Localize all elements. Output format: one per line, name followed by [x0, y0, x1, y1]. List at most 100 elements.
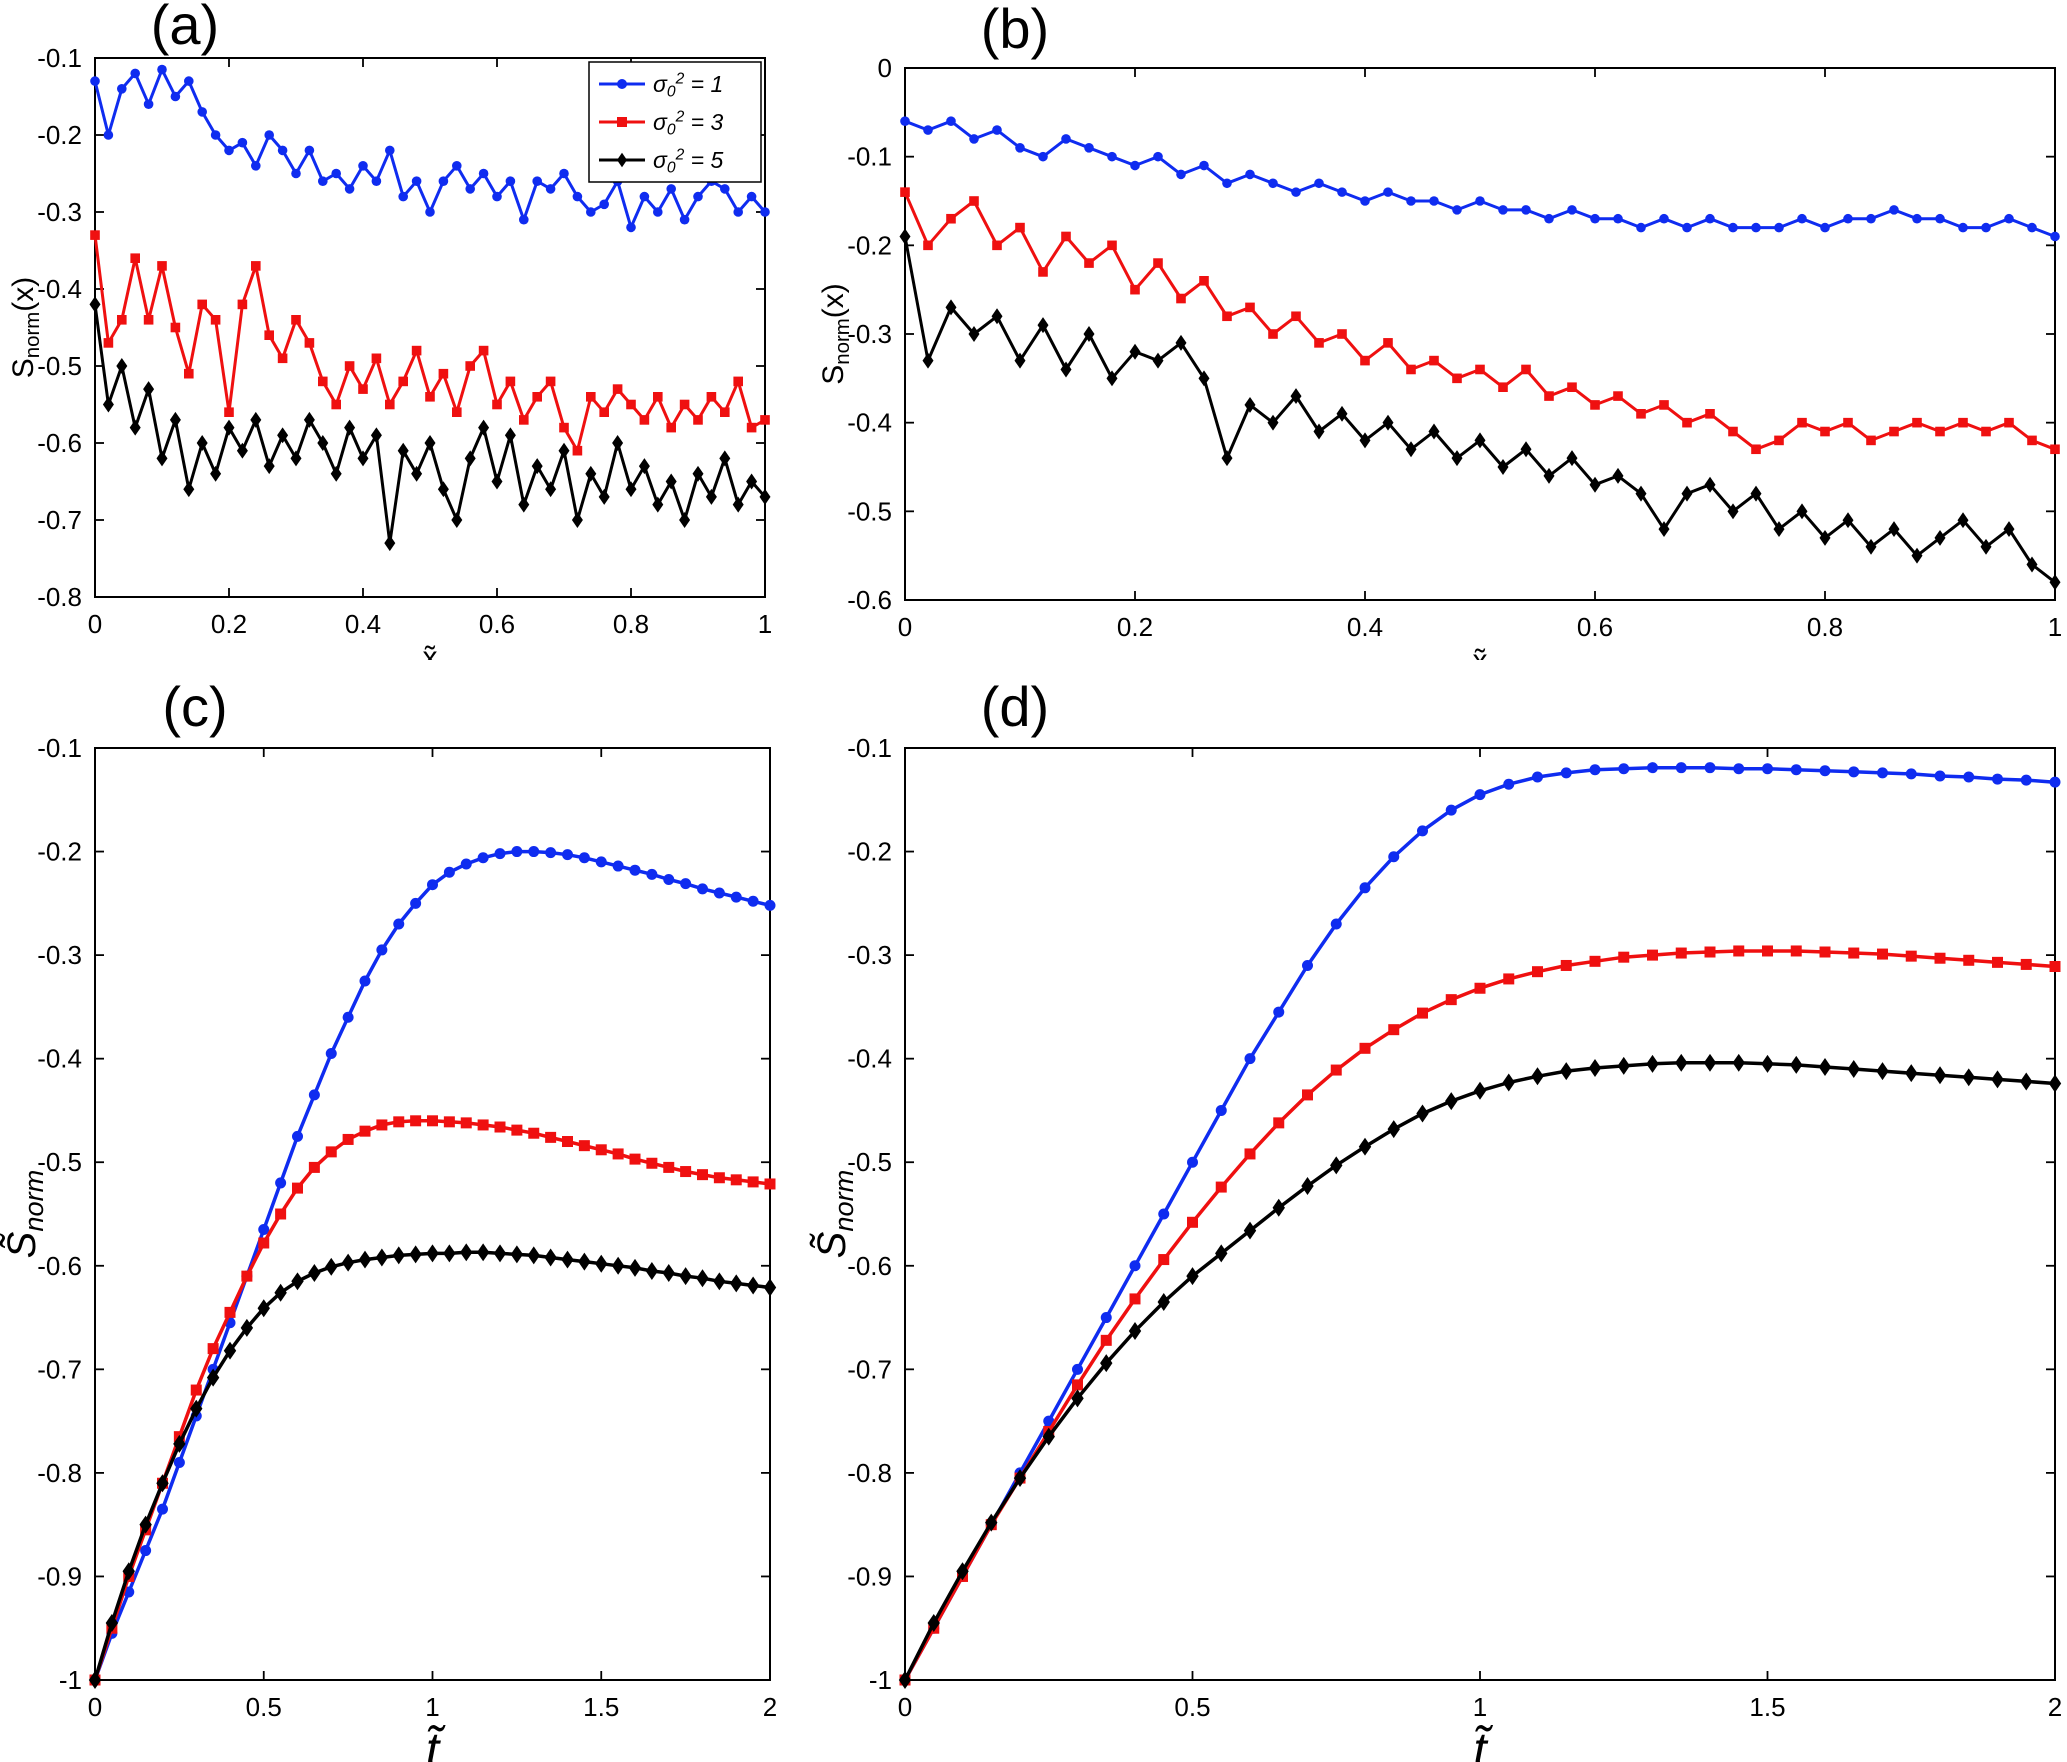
axes: 0 0.5 1 1.5 2 -1 -0.9 -0.8 -0.7 -0.6 -0.5 -0.4 -0.3 -…	[847, 733, 2062, 1722]
series-circle	[900, 116, 2060, 242]
axes: 0 0.2 0.4 0.6 0.8 1 -0.6 -0.5 -0.4 -0.3 -0.2 -0.1 0	[847, 53, 2062, 642]
y-tick-label: -0.6	[37, 1251, 82, 1281]
series-circle	[90, 64, 770, 233]
x-tick-label: 0	[88, 609, 102, 639]
panel-c-chart: 0 0.5 1 1.5 2 -1 -0.9 -0.8 -0.7 -0.6 -0.5 -0.4 -0.3 -…	[0, 675, 777, 1762]
y-tick-label: -0.4	[37, 274, 82, 304]
plot-box	[904, 67, 2056, 601]
series-square	[900, 187, 2060, 455]
y-tick-label: -0.6	[847, 585, 892, 615]
axes: 0 0.2 0.4 0.6 0.8 1 -0.8 -0.7 -0.6 -0.5 -0.4 -0.3 -0…	[37, 43, 772, 639]
x-tick-label: 1	[1473, 1692, 1487, 1722]
legend: σ02 = 1 σ02 = 3 σ02 = 5	[588, 61, 762, 183]
y-tick-label: -0.3	[847, 940, 892, 970]
y-axis-label: Snorm(x)	[817, 283, 854, 384]
y-tick-label: -0.2	[37, 837, 82, 867]
x-tick-label: 0.2	[1117, 612, 1153, 642]
y-tick-label: -0.5	[847, 1147, 892, 1177]
panel-title: (a)	[151, 0, 219, 56]
x-tick-label: 0.2	[211, 609, 247, 639]
x-axis-label: x̃	[1473, 644, 1488, 660]
y-tick-label: -0.5	[37, 1147, 82, 1177]
x-tick-label: 0	[898, 1692, 912, 1722]
y-tick-label: -0.8	[37, 582, 82, 612]
x-tick-label: 0.8	[613, 609, 649, 639]
legend-item: σ02 = 5	[599, 146, 723, 177]
y-tick-label: -0.5	[847, 496, 892, 526]
y-tick-label: -0.3	[847, 319, 892, 349]
plot-box	[94, 747, 771, 1681]
y-axis-label: Snorm(x)	[7, 277, 44, 378]
y-tick-label: -0.3	[37, 197, 82, 227]
series-square	[89, 1115, 776, 1686]
x-tick-label: 1.5	[583, 1692, 619, 1722]
y-tick-label: -0.1	[37, 733, 82, 763]
x-axis-label: t̃	[1473, 1724, 1493, 1762]
y-tick-label: -0.1	[37, 43, 82, 73]
y-tick-label: 0	[878, 53, 892, 83]
y-tick-label: -0.7	[37, 1354, 82, 1384]
legend-item: σ02 = 1	[599, 70, 723, 101]
y-tick-label: -0.4	[847, 408, 892, 438]
y-tick-label: -0.9	[847, 1561, 892, 1591]
y-tick-label: -0.2	[37, 120, 82, 150]
x-tick-label: 0.5	[246, 1692, 282, 1722]
y-tick-label: -0.2	[847, 230, 892, 260]
x-tick-label: 2	[2048, 1692, 2062, 1722]
y-tick-label: -0.5	[37, 351, 82, 381]
y-tick-label: -0.1	[847, 142, 892, 172]
x-tick-label: 0.6	[1577, 612, 1613, 642]
panel-d-chart: 0 0.5 1 1.5 2 -1 -0.9 -0.8 -0.7 -0.6 -0.5 -0.4 -0.3 -…	[809, 675, 2062, 1762]
y-tick-label: -0.1	[847, 733, 892, 763]
panel-a-chart: 0 0.2 0.4 0.6 0.8 1 -0.8 -0.7 -0.6 -0.5 -0.4 -0.3 -0…	[7, 0, 772, 660]
series-square	[899, 945, 2061, 1686]
series-diamond	[899, 228, 2061, 591]
legend-label: σ02 = 1	[653, 70, 723, 100]
y-tick-label: -1	[59, 1665, 82, 1695]
x-tick-label: 1	[758, 609, 772, 639]
y-tick-label: -0.4	[37, 1044, 82, 1074]
y-tick-label: -0.9	[37, 1561, 82, 1591]
x-axis-label: t̃	[426, 1724, 446, 1762]
y-tick-label: -0.4	[847, 1044, 892, 1074]
plot-box	[904, 747, 2056, 1681]
series-diamond	[89, 296, 771, 552]
legend-label: σ02 = 3	[653, 108, 723, 138]
y-tick-label: -0.6	[37, 428, 82, 458]
series-square	[90, 230, 770, 456]
panel-title: (b)	[981, 0, 1049, 60]
x-tick-label: 2	[763, 1692, 777, 1722]
x-tick-label: 1	[425, 1692, 439, 1722]
x-tick-label: 0	[88, 1692, 102, 1722]
y-tick-label: -1	[869, 1665, 892, 1695]
y-axis-label: S̃norm	[0, 1170, 49, 1259]
x-tick-label: 1.5	[1749, 1692, 1785, 1722]
x-tick-label: 0.4	[345, 609, 381, 639]
series-circle	[89, 846, 776, 1686]
x-tick-label: 0.4	[1347, 612, 1383, 642]
series-circle	[899, 762, 2061, 1686]
x-tick-label: 1	[2048, 612, 2062, 642]
y-tick-label: -0.8	[847, 1458, 892, 1488]
legend-item: σ02 = 3	[599, 108, 723, 139]
x-axis-label: x̃	[423, 641, 438, 660]
y-tick-label: -0.6	[847, 1251, 892, 1281]
y-tick-label: -0.8	[37, 1458, 82, 1488]
y-tick-label: -0.2	[847, 837, 892, 867]
x-tick-label: 0.6	[479, 609, 515, 639]
panel-title: (c)	[162, 675, 227, 738]
x-tick-label: 0	[898, 612, 912, 642]
axes: 0 0.5 1 1.5 2 -1 -0.9 -0.8 -0.7 -0.6 -0.5 -0.4 -0.3 -…	[37, 733, 777, 1722]
series-diamond	[898, 1053, 2062, 1689]
series-diamond	[88, 1243, 777, 1689]
legend-label: σ02 = 5	[653, 146, 723, 176]
y-tick-label: -0.7	[847, 1354, 892, 1384]
panel-b-chart: 0 0.2 0.4 0.6 0.8 1 -0.6 -0.5 -0.4 -0.3 -0.2 -0.1 0 (…	[817, 0, 2062, 660]
x-tick-label: 0.8	[1807, 612, 1843, 642]
plot-box	[94, 57, 766, 598]
y-tick-label: -0.3	[37, 940, 82, 970]
panel-title: (d)	[981, 675, 1049, 738]
x-tick-label: 0.5	[1174, 1692, 1210, 1722]
y-axis-label: S̃norm	[809, 1170, 859, 1259]
